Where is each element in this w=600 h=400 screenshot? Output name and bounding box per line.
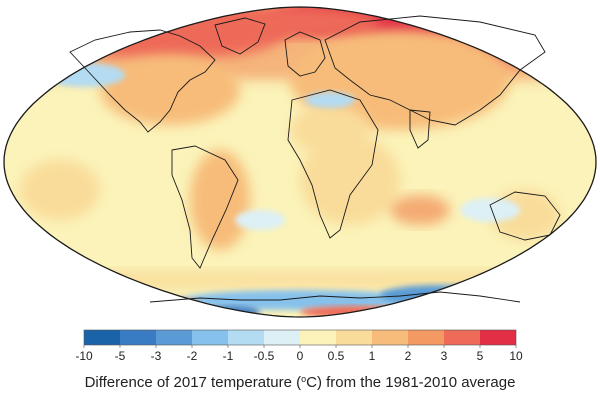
colorbar-tick-label: -1 [223,349,234,363]
map-caption: Difference of 2017 temperature (oC) from… [85,374,516,391]
colorbar-swatches [83,329,517,346]
colorbar-tick-label: 0 [297,349,304,363]
colorbar-tick-label: -0.5 [254,349,275,363]
colorbar-swatch [336,330,372,345]
colorbar-tick-label: 3 [441,349,448,363]
colorbar-tick-label: 5 [477,349,484,363]
colorbar-swatch [444,330,480,345]
colorbar-swatch [192,330,228,345]
colorbar-tick-label: 10 [509,349,523,363]
colorbar-swatch [480,330,516,345]
colorbar-swatch [156,330,192,345]
colorbar-tick-label: -10 [75,349,93,363]
globe-outline [3,6,597,318]
colorbar-swatch [228,330,264,345]
colorbar-tick-label: 2 [405,349,412,363]
colorbar-swatch [300,330,336,345]
colorbar-tick-label: 0.5 [328,349,345,363]
colorbar-tick-label: 1 [369,349,376,363]
colorbar-ticks: -10 -5 -3 -2 -1 -0.5 0 0.5 1 2 3 5 10 [75,345,523,363]
colorbar-swatch [408,330,444,345]
colorbar-legend: -10 -5 -3 -2 -1 -0.5 0 0.5 1 2 3 5 10 [75,329,523,363]
world-map [3,6,597,318]
colorbar-swatch [84,330,120,345]
colorbar-tick-label: -2 [187,349,198,363]
colorbar-tick-label: -3 [151,349,162,363]
caption-prefix: Difference of 2017 temperature ( [85,374,302,391]
colorbar-swatch [120,330,156,345]
caption-unit-degree: o [301,374,306,384]
colorbar-swatch [372,330,408,345]
coastlines [69,15,561,303]
caption-suffix: ) from the 1981-2010 average [317,374,515,391]
colorbar-swatch [264,330,300,345]
colorbar-tick-label: -5 [115,349,126,363]
caption-unit-c: C [306,374,317,391]
